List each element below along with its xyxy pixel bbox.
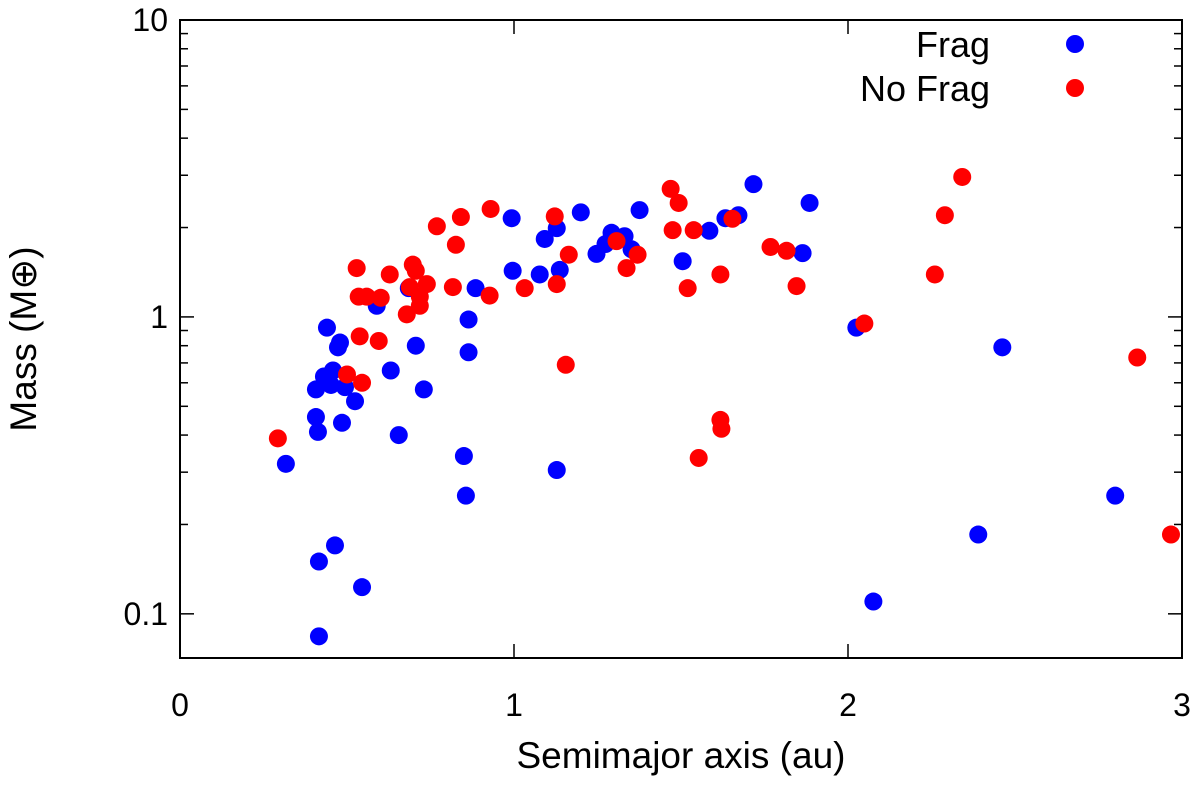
data-point bbox=[502, 209, 521, 228]
data-point bbox=[864, 592, 883, 611]
y-tick-label: 1 bbox=[150, 299, 168, 335]
data-point bbox=[1161, 525, 1180, 544]
data-point bbox=[308, 422, 327, 441]
data-point bbox=[481, 199, 500, 218]
data-point bbox=[347, 259, 366, 278]
data-point bbox=[406, 261, 425, 280]
legend-marker bbox=[1066, 79, 1084, 97]
data-point bbox=[459, 343, 478, 362]
data-point bbox=[669, 193, 688, 212]
data-point bbox=[406, 336, 425, 355]
data-point bbox=[663, 221, 682, 240]
data-point bbox=[480, 286, 499, 305]
data-point bbox=[953, 167, 972, 186]
data-point bbox=[309, 627, 328, 646]
data-point bbox=[925, 265, 944, 284]
data-point bbox=[454, 447, 473, 466]
data-point bbox=[459, 310, 478, 329]
y-axis-label: Mass (M⊕) bbox=[3, 246, 44, 431]
data-point bbox=[1128, 348, 1147, 367]
x-tick-label: 1 bbox=[505, 687, 523, 723]
data-point bbox=[268, 429, 287, 448]
data-point bbox=[969, 525, 988, 544]
data-point bbox=[935, 206, 954, 225]
data-point bbox=[346, 392, 365, 411]
data-point bbox=[744, 175, 763, 194]
data-point bbox=[630, 201, 649, 220]
data-point bbox=[787, 277, 806, 296]
data-point bbox=[357, 287, 376, 306]
data-point bbox=[793, 244, 812, 263]
legend-marker bbox=[1066, 35, 1084, 53]
x-axis-label: Semimajor axis (au) bbox=[517, 735, 846, 776]
data-point bbox=[466, 279, 485, 298]
data-point bbox=[547, 461, 566, 480]
data-point bbox=[547, 275, 566, 294]
data-point bbox=[607, 232, 626, 251]
data-point bbox=[689, 448, 708, 467]
data-point bbox=[712, 419, 731, 438]
data-point bbox=[389, 426, 408, 445]
data-point bbox=[723, 209, 742, 228]
data-point bbox=[628, 245, 647, 264]
data-point bbox=[550, 260, 569, 279]
legend-label: No Frag bbox=[860, 68, 990, 109]
data-point bbox=[338, 365, 356, 384]
data-point bbox=[321, 375, 340, 394]
data-point bbox=[684, 221, 703, 240]
data-point bbox=[530, 265, 549, 284]
data-point bbox=[1106, 486, 1125, 505]
data-point bbox=[323, 361, 342, 380]
data-point bbox=[617, 259, 636, 278]
data-point bbox=[325, 536, 344, 555]
data-point bbox=[711, 265, 730, 284]
data-point bbox=[417, 275, 436, 294]
data-point bbox=[414, 380, 433, 399]
data-point bbox=[369, 331, 388, 350]
data-point bbox=[350, 327, 369, 346]
data-point bbox=[309, 552, 328, 571]
data-point bbox=[380, 265, 399, 284]
x-tick-label: 0 bbox=[171, 687, 189, 723]
data-point bbox=[661, 179, 680, 198]
data-point bbox=[535, 229, 554, 248]
data-point bbox=[993, 338, 1012, 357]
y-tick-label: 0.1 bbox=[124, 596, 168, 632]
data-point bbox=[317, 318, 336, 337]
data-point bbox=[678, 279, 697, 298]
data-point bbox=[330, 333, 349, 352]
data-point bbox=[306, 408, 325, 427]
data-point bbox=[397, 305, 416, 324]
data-point bbox=[332, 413, 351, 432]
data-point bbox=[503, 261, 522, 280]
data-point bbox=[353, 578, 372, 597]
data-point bbox=[855, 314, 874, 333]
data-point bbox=[427, 217, 446, 236]
data-point bbox=[371, 288, 390, 307]
x-tick-label: 2 bbox=[839, 687, 857, 723]
data-point bbox=[545, 207, 564, 226]
data-point bbox=[353, 373, 372, 392]
data-point bbox=[761, 237, 780, 256]
data-point bbox=[276, 454, 295, 473]
data-point bbox=[443, 278, 462, 297]
data-point bbox=[451, 208, 470, 227]
data-point bbox=[381, 361, 400, 380]
data-point bbox=[446, 235, 465, 254]
data-point bbox=[306, 380, 325, 399]
plot-frame bbox=[179, 19, 1183, 659]
data-point bbox=[571, 203, 590, 222]
data-point bbox=[673, 252, 692, 271]
y-tick-label: 10 bbox=[132, 2, 168, 38]
x-tick-label: 3 bbox=[1173, 687, 1191, 723]
data-point bbox=[515, 279, 534, 298]
data-point bbox=[800, 193, 819, 212]
data-point bbox=[777, 241, 796, 260]
data-point bbox=[456, 486, 475, 505]
data-point bbox=[559, 245, 578, 264]
data-point bbox=[700, 221, 719, 240]
legend-label: Frag bbox=[916, 24, 990, 65]
data-point bbox=[556, 355, 575, 374]
